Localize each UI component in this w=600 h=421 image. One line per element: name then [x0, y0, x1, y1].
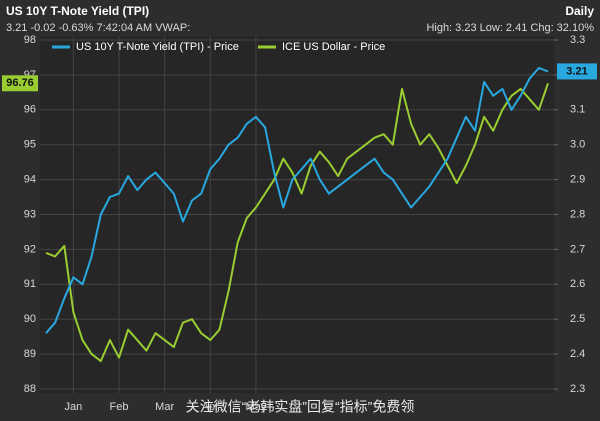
y-tick-label: 91 [24, 278, 36, 290]
grid [40, 36, 558, 393]
last-value-label: 3.21 [566, 65, 587, 77]
chart-title: US 10Y T-Note Yield (TPI) [6, 4, 149, 18]
x-tick-label: Apr [202, 401, 219, 413]
y-tick-label: 98 [24, 34, 36, 46]
y-tick-label: 90 [24, 313, 36, 325]
y-tick-label: 94 [24, 174, 36, 186]
last-value-label: 96.76 [6, 77, 34, 89]
y-tick-label: 89 [24, 348, 36, 360]
y2-tick-label: 2.6 [570, 278, 585, 290]
y-tick-label: 95 [24, 139, 36, 151]
watermark: 关注微信“老韩实盘”回复“指标”免费领 [186, 399, 415, 415]
x-tick-label: May [246, 401, 267, 413]
x-tick-label: Mar [155, 401, 174, 413]
stats: High: 3.23 Low: 2.41 Chg: 32.10% [426, 22, 594, 34]
quote: 3.21 -0.02 -0.63% 7:42:04 AM VWAP: [6, 22, 190, 34]
series-line [45, 82, 549, 363]
legend-label: ICE US Dollar - Price [282, 41, 385, 53]
y-tick-label: 88 [24, 383, 36, 395]
legend-label: US 10Y T-Note Yield (TPI) - Price [76, 41, 239, 53]
y2-tick-label: 2.3 [570, 383, 585, 395]
y-tick-label: 93 [24, 208, 36, 220]
y2-tick-label: 2.7 [570, 243, 585, 255]
y2-tick-label: 2.8 [570, 208, 585, 220]
x-tick-label: Feb [110, 401, 129, 413]
y2-tick-label: 2.9 [570, 174, 585, 186]
lines [45, 66, 549, 363]
last-value-tag [557, 63, 597, 80]
series-line [45, 66, 549, 334]
y2-tick-label: 2.4 [570, 348, 585, 360]
last-value-tag [2, 75, 38, 92]
period: Daily [565, 4, 594, 18]
x-tick-label: Jan [65, 401, 83, 413]
y2-tick-label: 3.3 [570, 34, 585, 46]
y-tick-label: 96 [24, 104, 36, 116]
y2-tick-label: 2.5 [570, 313, 585, 325]
y-tick-label: 92 [24, 243, 36, 255]
y2-tick-label: 3.0 [570, 139, 585, 151]
y2-tick-label: 3.1 [570, 104, 585, 116]
